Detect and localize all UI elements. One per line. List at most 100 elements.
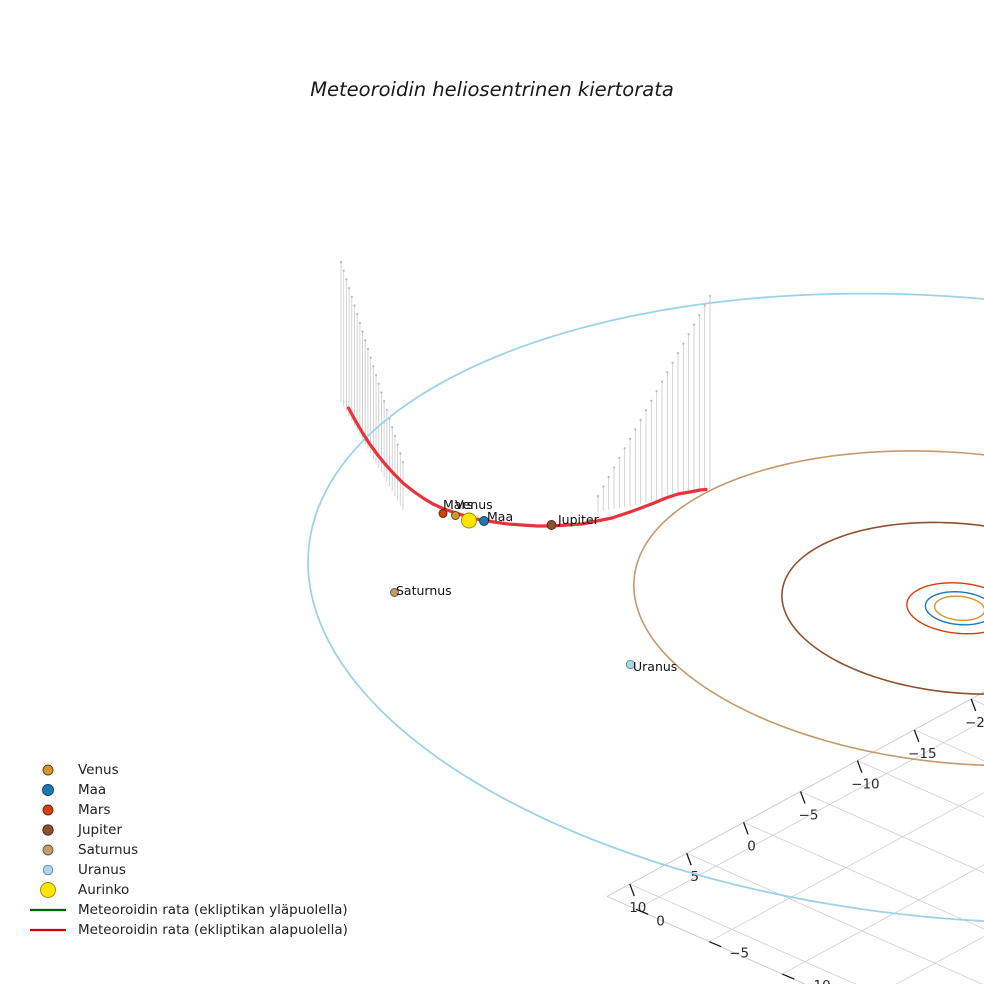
legend-marker-maa[interactable] [42, 784, 54, 796]
stem-tip-dot [628, 437, 632, 440]
legend-label: Maa [78, 782, 106, 798]
stem-tip-dot [369, 356, 372, 359]
legend-marker-jupiter[interactable] [42, 824, 54, 836]
x-tick-label: −5 [799, 808, 819, 824]
legend-label: Meteoroidin rata (ekliptikan yläpuolella… [78, 902, 348, 918]
stem-tip-dot [339, 260, 343, 264]
stem-tip-dot [634, 428, 637, 431]
stem-tip-dot [396, 443, 399, 446]
stem-tip-dot [607, 475, 610, 479]
stem-tip-dot [391, 426, 394, 429]
stem-tip-dot [666, 371, 669, 374]
legend-marker-saturnus[interactable] [42, 844, 54, 856]
trajectory-below-ecliptic [346, 406, 708, 528]
body-marker-venus[interactable] [451, 511, 460, 520]
legend-label: Saturnus [78, 842, 138, 858]
page-title: Meteoroidin heliosentrinen kiertorata [310, 78, 674, 101]
body-label: Uranus [633, 659, 677, 674]
stem-tip-dot [660, 380, 664, 383]
stem-tip-dot [401, 460, 405, 464]
stem-tip-dot [385, 408, 388, 411]
orbit-path [933, 595, 984, 622]
legend-marker-aurinko[interactable] [40, 882, 56, 898]
x-tick-label: 5 [690, 869, 699, 885]
stem-tip-dot [703, 304, 706, 307]
stem-tip-dot [361, 330, 364, 333]
stem-tip-dot [364, 339, 367, 342]
body-marker-aurinko[interactable] [461, 512, 477, 529]
stem-tip-dot [347, 286, 351, 290]
stem-lines [339, 260, 712, 512]
stem-tip-dot [639, 418, 642, 421]
stem-tip-dot [380, 391, 383, 394]
x-tick-label: −15 [908, 746, 937, 762]
body-marker-mars[interactable] [438, 509, 448, 518]
orbit-path [924, 591, 984, 626]
stem-tip-dot [358, 321, 361, 324]
stem-tip-dot [393, 434, 397, 438]
legend-label: Jupiter [77, 822, 122, 838]
body-label: Venus [455, 497, 493, 512]
legend-label: Uranus [78, 862, 126, 878]
stem-tip-dot [342, 269, 345, 272]
legend-marker-mars[interactable] [42, 804, 54, 816]
stem-tip-dot [596, 494, 600, 498]
x-tick-label: 0 [747, 838, 756, 854]
stem-tip-dot [687, 332, 690, 336]
stem-tip-dot [682, 342, 685, 345]
legend[interactable]: Venus Maa Mars Jupiter Saturnus Uranus Aurinko… [30, 762, 348, 938]
meteoroid-trajectory [346, 406, 708, 528]
x-tick-label: −10 [851, 777, 880, 793]
axes-3d: 50−5−10−15−20−25−25−20−15−10−50510−35−30… [606, 691, 984, 984]
x-tick-label: 10 [629, 900, 646, 916]
stem-tip-dot [708, 294, 712, 298]
stem-tip-dot [399, 452, 402, 455]
y-tick-label: 0 [656, 913, 665, 929]
body-label: Mars [443, 497, 473, 512]
y-tick-label: −5 [729, 946, 749, 962]
legend-label: Venus [78, 762, 119, 778]
stem-tip-dot [612, 466, 616, 469]
stem-tip-dot [383, 400, 386, 403]
stem-tip-dot [671, 361, 674, 364]
stem-tip-dot [698, 313, 701, 317]
legend-label: Aurinko [78, 882, 129, 898]
y-tick-label: −10 [802, 978, 831, 984]
stem-tip-dot [345, 278, 348, 281]
orbit-path [906, 582, 984, 635]
body-label: Jupiter [557, 512, 600, 527]
stem-tip-dot [618, 456, 621, 460]
orbit-path [307, 292, 984, 922]
legend-label: Meteoroidin rata (ekliptikan alapuolella… [78, 922, 348, 938]
stem-tip-dot [377, 382, 380, 385]
body-marker-uranus[interactable] [625, 659, 636, 670]
body-marker-jupiter[interactable] [546, 520, 557, 530]
body-marker-saturnus[interactable] [390, 588, 399, 597]
orbit-path [781, 521, 984, 695]
x-tick-label: −20 [965, 715, 984, 731]
stem-tip-dot [623, 447, 626, 450]
orbit-path [633, 450, 984, 767]
body-markers [390, 509, 636, 670]
stem-tip-dot [676, 352, 680, 355]
stem-tip-dot [372, 365, 375, 368]
stem-tip-dot [644, 409, 648, 412]
legend-marker-venus[interactable] [42, 764, 54, 776]
legend-label: Mars [78, 802, 111, 818]
body-marker-maa[interactable] [479, 516, 489, 526]
legend-marker-uranus[interactable] [42, 864, 54, 876]
stem-tip-dot [602, 485, 605, 488]
stem-tip-dot [350, 295, 353, 298]
body-label: Saturnus [396, 583, 452, 598]
stem-tip-dot [366, 347, 370, 351]
stem-tip-dot [650, 399, 653, 402]
stem-tip-dot [356, 313, 359, 316]
body-label: Maa [487, 509, 513, 524]
orbit-ellipses [307, 292, 984, 922]
stem-tip-dot [692, 323, 696, 326]
stem-tip-dot [374, 373, 378, 377]
